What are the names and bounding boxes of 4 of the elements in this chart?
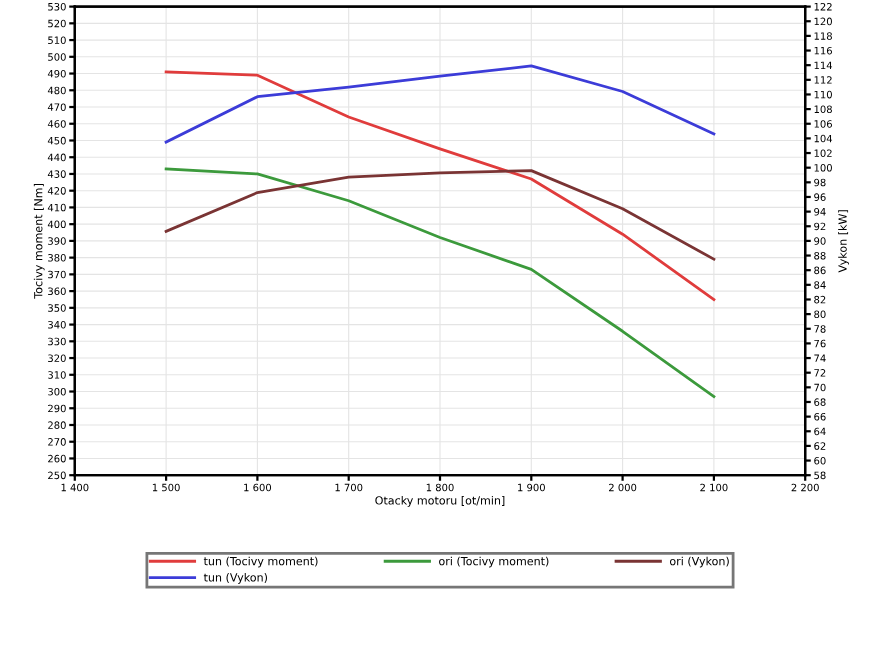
line-series xyxy=(164,70,716,301)
line-series xyxy=(164,64,716,144)
line-series xyxy=(164,169,716,261)
line-series xyxy=(164,167,716,398)
